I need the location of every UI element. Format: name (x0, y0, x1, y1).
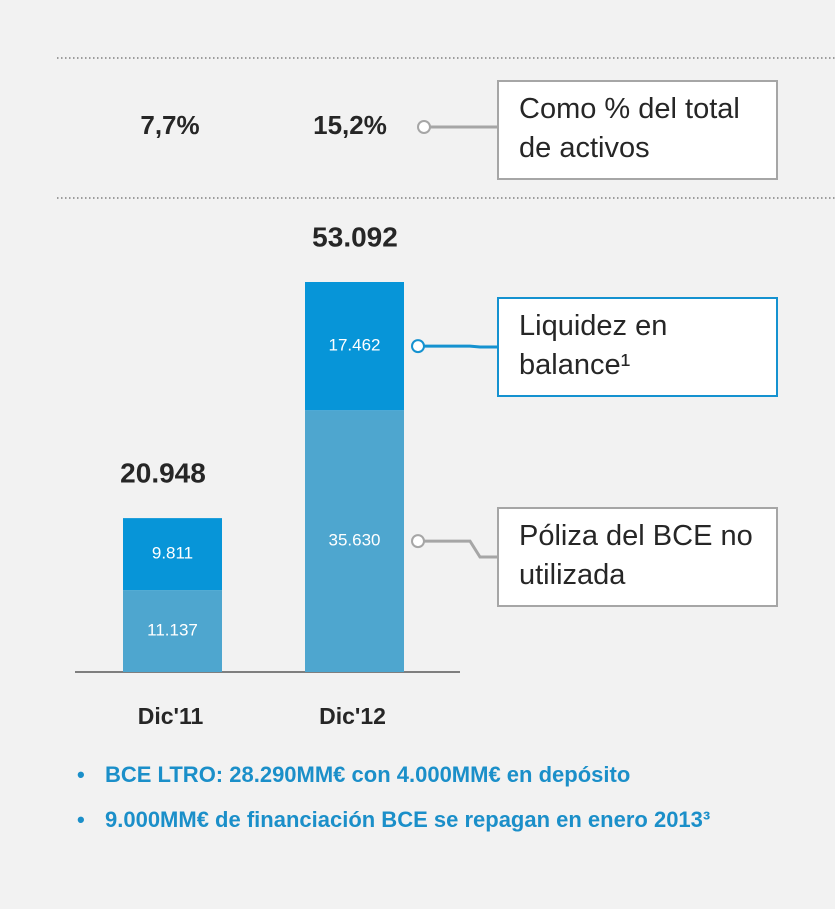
bar-segment (123, 590, 222, 672)
connector (418, 344, 497, 349)
total-label: 20.948 (120, 458, 206, 489)
ratio-label: 15,2% (313, 110, 387, 140)
connector (418, 539, 497, 559)
connector-dot (411, 339, 425, 354)
bar-segment (305, 282, 404, 411)
x-tick-label: Dic'11 (138, 703, 204, 729)
x-tick-label: Dic'12 (319, 703, 386, 729)
segment-label: 11.137 (147, 621, 198, 640)
connector-dot (417, 120, 431, 134)
legend-callout: Póliza del BCE no utilizada (497, 507, 778, 607)
ratio-callout: Como % del total de activos (497, 80, 778, 180)
total-label: 53.092 (312, 221, 398, 252)
notes: BCE LTRO: 28.290MM€ con 4.000MM€ en depó… (77, 758, 805, 848)
segment-label: 35.630 (329, 531, 381, 550)
segment-label: 9.811 (152, 544, 193, 563)
bar-segment (305, 410, 404, 672)
segment-label: 17.462 (329, 336, 381, 355)
ratio-label: 7,7% (140, 110, 199, 140)
connector-dot (411, 534, 425, 549)
legend-callout: Liquidez en balance¹ (497, 297, 778, 397)
note: 9.000MM€ de financiación BCE se repagan … (77, 803, 805, 836)
bar-segment (123, 518, 222, 591)
note: BCE LTRO: 28.290MM€ con 4.000MM€ en depó… (77, 758, 805, 791)
